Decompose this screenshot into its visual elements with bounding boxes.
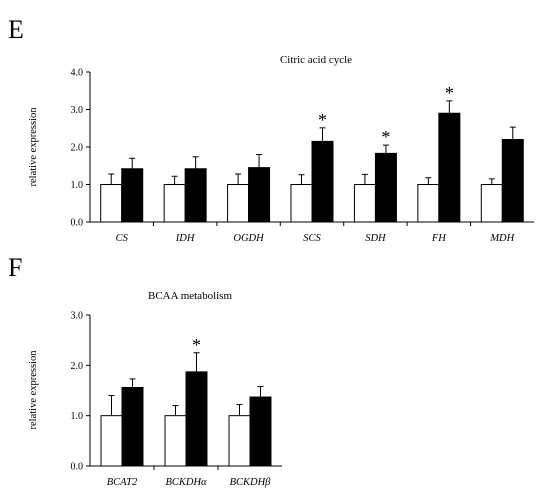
y-tick-label: 4.0 [71,68,84,79]
y-tick-label: 1.0 [71,180,84,191]
y-axis-label-f: relative expression [28,350,39,430]
category-label: OGDH [233,233,265,244]
category-label: SDH [365,233,387,244]
panel-f: F BCAA metabolism relative expression 0.… [8,253,282,488]
bar-treatment [184,168,207,223]
bar-treatment [185,371,208,467]
bar-treatment [121,168,144,223]
bar-control [227,184,250,223]
bar-treatment [374,152,397,223]
bar-control [228,415,251,467]
y-tick-label: 0.0 [71,218,84,229]
chart-title-f: BCAA metabolism [148,290,232,302]
chart-title-e: Citric acid cycle [280,54,352,66]
plot-area-e: 0.0 1.0 2.0 3.0 4.0 CS IDH OGDH SCS * SDH * FH * MDH [71,68,534,244]
significance-marker: * [192,335,201,355]
panel-letter-f: F [8,253,22,282]
bar-treatment [438,112,461,223]
bar-control [353,184,376,223]
y-axis-label-e: relative expression [28,107,39,187]
category-label: FH [431,233,447,244]
panel-letter-e: E [8,15,24,44]
bar-control [417,184,440,223]
bar-control [290,184,313,223]
bar-control [100,415,123,467]
y-tick-label: 1.0 [71,411,84,422]
category-label: BCAT2 [107,477,138,488]
category-label: IDH [175,233,196,244]
y-tick-label: 2.0 [71,143,84,154]
category-label: MDH [489,233,515,244]
bar-treatment [311,140,334,223]
bar-control [163,184,186,223]
bar-control [164,415,187,467]
category-label: SCS [303,233,321,244]
category-label: BCKDHβ [230,477,272,488]
bar-treatment [121,386,144,467]
bar-treatment [501,139,524,223]
significance-marker: * [318,110,327,130]
bar-control [480,184,503,223]
significance-marker: * [445,83,454,103]
y-tick-label: 3.0 [71,311,84,322]
plot-area-f: 0.0 1.0 2.0 3.0 BCAT2 BCKDHα * BCKDHβ [71,311,282,488]
y-tick-label: 2.0 [71,361,84,372]
category-label: CS [116,233,129,244]
y-tick-label: 0.0 [71,462,84,473]
y-tick-label: 3.0 [71,105,84,116]
category-label: BCKDHα [165,477,207,488]
significance-marker: * [381,127,390,147]
bar-control [100,184,123,223]
bar-treatment [249,396,272,467]
panel-e: E Citric acid cycle relative expression … [8,15,534,244]
bar-treatment [248,167,271,223]
